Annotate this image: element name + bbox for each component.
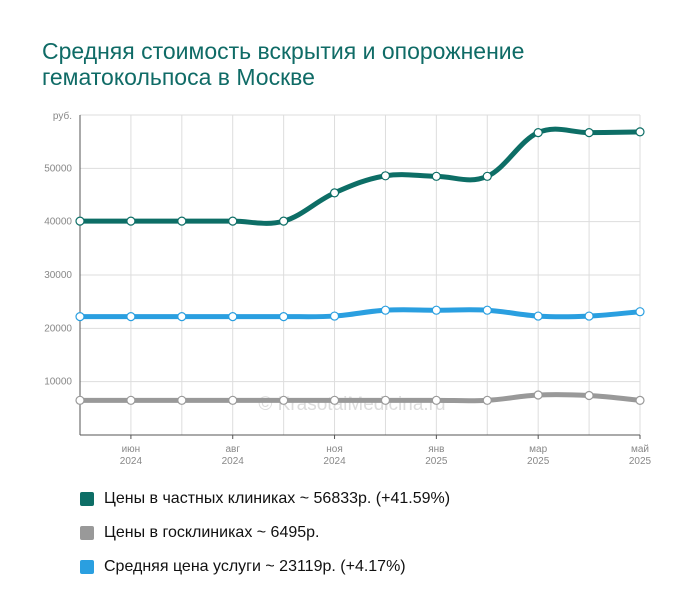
data-point-average (380, 305, 391, 315)
data-point-private (228, 216, 238, 226)
data-point-average (584, 311, 594, 321)
x-tick-label-year: 2024 (323, 456, 346, 467)
x-tick-label-month: май (631, 444, 649, 455)
data-point-public (75, 395, 85, 405)
chart-title-line-1: Средняя стоимость вскрытия и опорожнение (42, 38, 525, 64)
legend-label-average: Средняя цена услуги ~ 23119р. (+4.17%) (104, 558, 406, 575)
x-tick-label-month: мар (529, 444, 547, 455)
data-point-average (126, 312, 136, 322)
data-point-private (431, 171, 441, 181)
data-point-public (482, 395, 492, 405)
data-point-public (584, 390, 594, 401)
x-tick-label-year: 2024 (222, 456, 245, 467)
x-tick-label-year: 2024 (120, 456, 143, 467)
legend-label-private: Цены в частных клиниках ~ 56833р. (+41.5… (104, 490, 451, 507)
legend: Цены в частных клиниках ~ 56833р. (+41.5… (80, 482, 450, 584)
data-point-public (279, 395, 289, 405)
data-point-public (329, 395, 340, 405)
y-tick-label: 30000 (44, 270, 72, 281)
data-point-average (279, 312, 289, 322)
legend-label-public: Цены в госклиниках ~ 6495р. (104, 524, 320, 541)
legend-item-public[interactable]: Цены в госклиниках ~ 6495р. (80, 516, 450, 550)
y-axis-unit-label: руб. (53, 110, 72, 122)
x-tick-label-year: 2025 (425, 456, 448, 467)
data-point-private (380, 171, 391, 181)
y-tick-label: 20000 (44, 323, 72, 334)
series-line-private (77, 126, 643, 226)
data-point-public (431, 395, 441, 405)
data-point-private (177, 216, 187, 226)
data-point-private (279, 216, 289, 226)
data-point-average (329, 311, 340, 321)
y-tick-label: 50000 (44, 163, 72, 174)
data-point-private (126, 216, 136, 226)
x-tick-label-year: 2025 (527, 456, 550, 467)
x-tick-label-month: ноя (326, 444, 343, 455)
legend-swatch-private (80, 492, 94, 506)
data-point-average (635, 307, 645, 317)
y-tick-label: 10000 (44, 377, 72, 388)
legend-swatch-public (80, 526, 94, 540)
data-point-public (126, 395, 136, 405)
x-tick-label-year: 2025 (629, 456, 652, 467)
data-point-public (533, 390, 543, 400)
series-line-average (77, 307, 643, 320)
data-point-private (533, 128, 543, 138)
data-point-public (380, 395, 391, 405)
data-point-public (635, 395, 645, 405)
data-point-average (75, 312, 85, 322)
x-tick-label-month: июн (122, 444, 141, 455)
data-point-average (431, 305, 441, 315)
legend-item-average[interactable]: Средняя цена услуги ~ 23119р. (+4.17%) (80, 550, 450, 584)
chart-title: Средняя стоимость вскрытия и опорожнение… (42, 38, 662, 90)
data-point-public (177, 395, 187, 405)
data-point-private (329, 188, 340, 198)
y-tick-label: 40000 (44, 217, 72, 228)
data-point-average (482, 305, 492, 315)
legend-swatch-average (80, 560, 94, 574)
legend-item-private[interactable]: Цены в частных клиниках ~ 56833р. (+41.5… (80, 482, 450, 516)
chart-title-line-2: гематокольпоса в Москве (42, 64, 315, 90)
x-tick-label-month: янв (428, 444, 444, 455)
data-point-public (228, 395, 238, 405)
data-point-private (482, 171, 492, 181)
x-tick-label-month: авг (225, 444, 240, 455)
data-point-private (635, 127, 645, 137)
data-point-average (177, 312, 187, 322)
data-point-private (75, 216, 85, 226)
data-point-average (533, 311, 543, 321)
data-point-average (228, 312, 238, 322)
data-point-private (584, 128, 594, 138)
